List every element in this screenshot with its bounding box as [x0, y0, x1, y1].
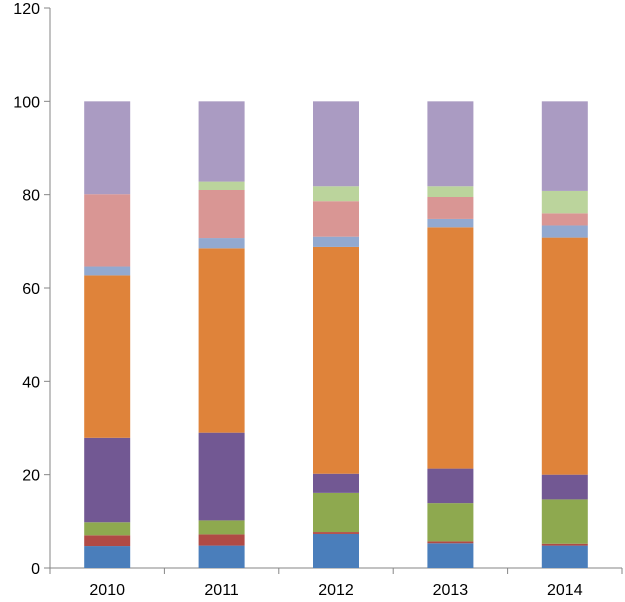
- bar-segment: [427, 101, 474, 187]
- y-tick-label: 60: [22, 281, 40, 298]
- bar-segment: [427, 541, 474, 544]
- bar-segment: [541, 543, 588, 546]
- bar-segment: [541, 499, 588, 544]
- bar-segment: [198, 432, 245, 521]
- bar-segment: [84, 194, 131, 267]
- y-tick-label: 0: [31, 561, 40, 578]
- bar-segment: [198, 181, 245, 190]
- bar-segment: [313, 236, 359, 247]
- bar-segment: [313, 201, 359, 237]
- y-tick-label: 20: [22, 468, 40, 485]
- x-tick-label: 2012: [318, 582, 354, 599]
- bar-segment: [427, 227, 474, 469]
- bar-segment: [198, 238, 245, 249]
- x-tick-label: 2014: [547, 582, 583, 599]
- bar-segment: [313, 473, 359, 493]
- bar-segment: [313, 101, 359, 187]
- bar-segment: [198, 248, 245, 433]
- bar-segment: [313, 186, 359, 202]
- bar-segment: [427, 503, 474, 542]
- bar-segment: [198, 534, 245, 546]
- chart-labels: 0 20 40 60 80 100 120 2010 2011 2012 2013 2014: [13, 1, 582, 599]
- bar-segment: [84, 437, 131, 523]
- bar-segment: [84, 522, 131, 536]
- bar-segment: [427, 218, 474, 228]
- bar-segment: [541, 545, 588, 568]
- bar-segment: [84, 266, 131, 276]
- y-tick-label: 100: [13, 94, 40, 111]
- bar-segment: [84, 275, 131, 438]
- bar-segment: [84, 535, 131, 547]
- y-tick-label: 120: [13, 1, 40, 18]
- bar-segment: [313, 532, 359, 534]
- y-tick-label: 80: [22, 188, 40, 205]
- bar-segment: [541, 474, 588, 500]
- bar-segment: [427, 468, 474, 504]
- y-tick-label: 40: [22, 374, 40, 391]
- bar-segment: [84, 546, 131, 568]
- bar-segment: [541, 237, 588, 475]
- bar-segment: [541, 213, 588, 226]
- bar-segment: [313, 492, 359, 533]
- bar-segment: [198, 101, 245, 182]
- bar-segment: [198, 190, 245, 239]
- chart-bars: [84, 101, 588, 568]
- bar-segment: [427, 186, 474, 197]
- bar-segment: [198, 545, 245, 568]
- bar-segment: [541, 225, 588, 238]
- chart-axes: [44, 7, 623, 574]
- bar-segment: [427, 543, 474, 568]
- bar-segment: [541, 101, 588, 191]
- x-tick-label: 2011: [204, 582, 239, 599]
- bar-segment: [313, 246, 359, 474]
- bar-segment: [198, 520, 245, 535]
- bar-segment: [313, 533, 359, 568]
- bar-segment: [84, 101, 131, 195]
- x-tick-label: 2010: [89, 582, 125, 599]
- x-tick-label: 2013: [433, 582, 469, 599]
- bar-segment: [427, 197, 474, 219]
- bar-segment: [541, 190, 588, 214]
